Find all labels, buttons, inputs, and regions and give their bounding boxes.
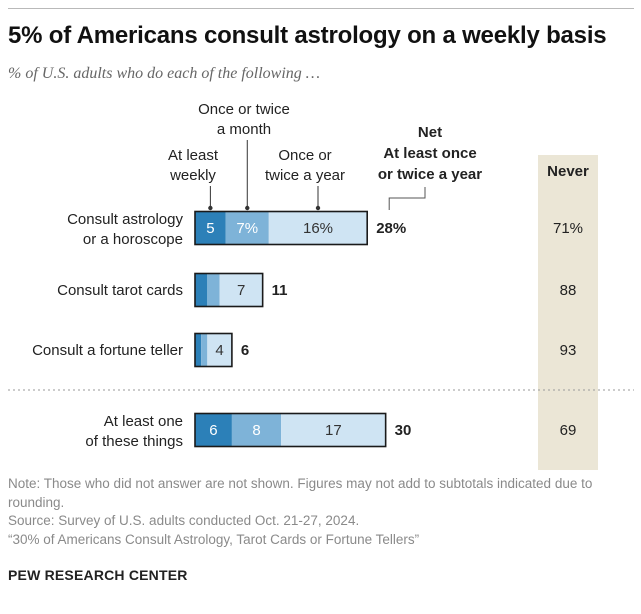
footer-notes: Note: Those who did not answer are not s…: [8, 475, 628, 549]
leader-net: [388, 187, 426, 210]
report-title: “30% of Americans Consult Astrology, Tar…: [8, 531, 420, 547]
chart-title: 5% of Americans consult astrology on a w…: [8, 22, 607, 49]
organization-name: PEW RESEARCH CENTER: [8, 567, 188, 583]
never-value-label: 93: [560, 342, 577, 359]
row-label-line2: or a horoscope: [83, 231, 183, 248]
bar-value-label: 16%: [303, 220, 333, 237]
top-rule: [8, 8, 634, 9]
bar-value-label: 5: [206, 220, 214, 237]
leader-weekly-dot: [208, 205, 213, 211]
header-weekly-line1: At least: [168, 147, 219, 164]
bar-segment: [195, 273, 208, 307]
net-value-label: 28%: [376, 220, 406, 237]
bar-segment: [207, 273, 220, 307]
bar-segment: [195, 211, 226, 245]
bar-segment: [268, 211, 368, 245]
row-label: Consult tarot cards: [57, 282, 183, 299]
bar-outline: [194, 332, 233, 368]
never-value-label: 69: [560, 422, 577, 439]
header-weekly-line2: weekly: [169, 167, 216, 184]
header-net-line1: Net: [418, 124, 442, 141]
bar-value-label: 6: [209, 422, 217, 439]
bar-value-label: 17: [325, 422, 342, 439]
net-value-label: 6: [241, 342, 249, 359]
row-label-line1: Consult astrology: [67, 211, 183, 228]
chart-area: Never At least weekly Once or twice a month O…: [8, 101, 634, 470]
note-text: Note: Those who did not answer are not s…: [8, 476, 593, 510]
row-label: Consult a fortune teller: [32, 342, 183, 359]
bar-segment: [219, 273, 263, 307]
bar-segment: [231, 413, 282, 447]
leader-monthly-dot: [245, 205, 250, 211]
bar-segment: [281, 413, 386, 447]
bar-value-label: 7%: [236, 220, 258, 237]
bar-value-label: 8: [252, 422, 260, 439]
bar-segment: [207, 333, 232, 367]
bar-outline: [194, 412, 387, 448]
header-yearly-line2: twice a year: [265, 167, 345, 184]
never-value-label: 71%: [553, 220, 583, 237]
bar-value-label: 7: [237, 282, 245, 299]
header-net-line3: or twice a year: [378, 166, 482, 183]
source-text: Source: Survey of U.S. adults conducted …: [8, 513, 360, 528]
never-header: Never: [547, 163, 589, 180]
header-monthly-line1: Once or twice: [198, 101, 290, 118]
bar-value-label: 4: [215, 342, 223, 359]
header-yearly-line1: Once or: [278, 147, 331, 164]
never-value-label: 88: [560, 282, 577, 299]
row-label-line1: At least one: [104, 413, 183, 430]
header-net-line2: At least once: [383, 145, 476, 162]
row-label-line2: of these things: [85, 433, 183, 450]
bar-segment: [225, 211, 269, 245]
net-value-label: 11: [272, 282, 288, 299]
bar-segment: [195, 413, 232, 447]
bar-segment: [195, 333, 202, 367]
chart-subtitle: % of U.S. adults who do each of the foll…: [8, 65, 320, 82]
bar-outline: [194, 272, 264, 308]
leader-yearly-dot: [315, 205, 321, 211]
never-column-band: [538, 155, 598, 470]
bar-outline: [194, 210, 368, 246]
bar-segment: [201, 333, 208, 367]
net-value-label: 30: [395, 422, 412, 439]
header-monthly-line2: a month: [217, 121, 271, 138]
